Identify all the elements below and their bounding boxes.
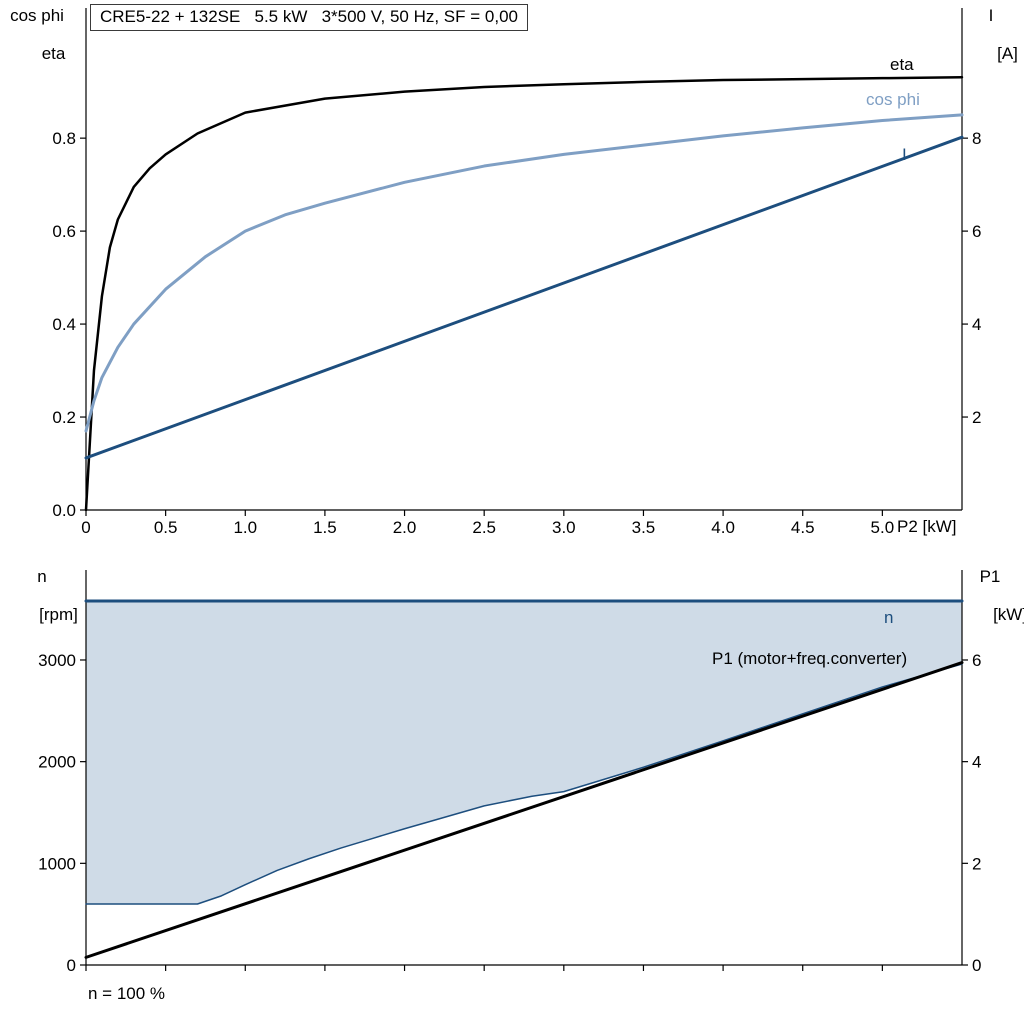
curve-speed-range-lower-boundary <box>85 663 963 905</box>
top-left-axis-label: cos phi eta <box>4 6 70 63</box>
x-tick-label: 5.0 <box>871 518 895 537</box>
bottom-left-axis-label: n [rpm] <box>4 567 80 624</box>
y-tick-label-right: 4 <box>972 315 981 334</box>
chart-title-box: CRE5-22 + 132SE 5.5 kW 3*500 V, 50 Hz, S… <box>90 4 528 31</box>
x-tick-label: 4.0 <box>711 518 735 537</box>
x-tick-label: 0.5 <box>154 518 178 537</box>
current-axis-label: I <box>988 6 994 25</box>
y-tick-label-left: 0.0 <box>52 501 76 520</box>
curve-eta <box>84 76 964 512</box>
p1-curve-label: P1 (motor+freq.converter) <box>712 649 908 668</box>
y-tick-label-right: 2 <box>972 854 981 873</box>
y-tick-label-right: 6 <box>972 222 981 241</box>
speed-range-area <box>86 601 962 904</box>
y-tick-label-right: 4 <box>972 753 981 772</box>
eta-axis-label: eta <box>41 44 66 63</box>
footnote-speed-percent: n = 100 % <box>88 984 166 1003</box>
n-curve-label: n <box>884 608 894 627</box>
eta-curve-label: eta <box>890 55 914 74</box>
cosphi-curve-label: cos phi <box>866 90 920 109</box>
speed-axis-label: n <box>37 567 47 586</box>
kw-unit-label: [kW] <box>993 605 1024 624</box>
curve-p1-motor-freq-converter- <box>84 661 964 959</box>
y-tick-label-left: 3000 <box>38 651 76 670</box>
p1-axis-label: P1 <box>979 567 1001 586</box>
x-axis-unit-label: P2 [kW] <box>897 517 957 536</box>
current-curve-label: I <box>902 145 907 164</box>
y-tick-label-left: 0.8 <box>52 129 76 148</box>
y-tick-label-right: 6 <box>972 651 981 670</box>
y-tick-label-left: 0 <box>67 956 76 975</box>
top-right-axis-label: I [A] <box>962 6 1020 63</box>
x-tick-label: 3.5 <box>632 518 656 537</box>
y-tick-label-left: 2000 <box>38 753 76 772</box>
y-tick-label-right: 2 <box>972 408 981 427</box>
y-tick-label-right: 0 <box>972 956 981 975</box>
x-tick-label: 4.5 <box>791 518 815 537</box>
y-tick-label-left: 1000 <box>38 854 76 873</box>
x-tick-label: 1.5 <box>313 518 337 537</box>
x-tick-label: 0 <box>81 518 90 537</box>
y-tick-label-left: 0.6 <box>52 222 76 241</box>
bottom-right-axis-label: P1 [kW] <box>960 567 1024 624</box>
x-tick-label: 2.0 <box>393 518 417 537</box>
x-tick-label: 1.0 <box>233 518 257 537</box>
curve-i <box>84 135 964 460</box>
y-tick-label-left: 0.4 <box>52 315 76 334</box>
cosphi-axis-label: cos phi <box>10 6 64 25</box>
curve-cos-phi <box>84 113 964 433</box>
y-tick-label-left: 0.2 <box>52 408 76 427</box>
x-tick-label: 2.5 <box>472 518 496 537</box>
ampere-unit-label: [A] <box>997 44 1018 63</box>
x-tick-label: 3.0 <box>552 518 576 537</box>
rpm-unit-label: [rpm] <box>39 605 78 624</box>
y-tick-label-right: 8 <box>972 129 981 148</box>
